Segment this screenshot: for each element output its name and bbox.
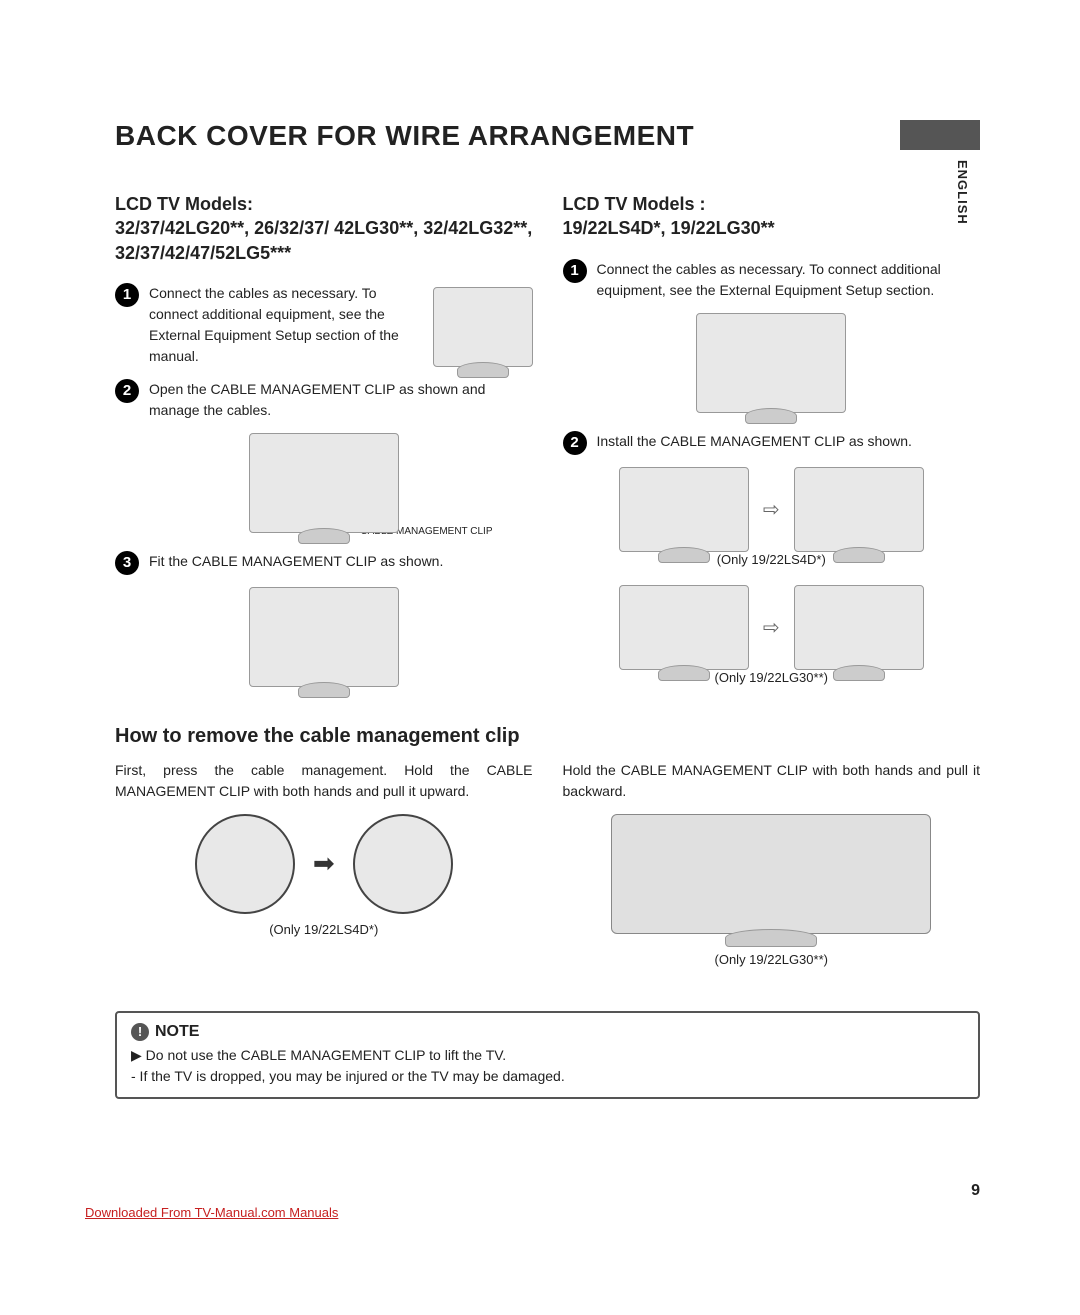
step-num-2: 2 [563, 431, 587, 455]
tv-illustration [794, 585, 924, 670]
left-step-3: 3 Fit the CABLE MANAGEMENT CLIP as shown… [115, 551, 533, 575]
model-heading-left-line2: 32/37/42LG20**, 26/32/37/ 42LG30**, 32/4… [115, 218, 532, 262]
left-column: LCD TV Models: 32/37/42LG20**, 26/32/37/… [115, 192, 533, 705]
note-icon: ! [131, 1023, 149, 1041]
right-step-2: 2 Install the CABLE MANAGEMENT CLIP as s… [563, 431, 981, 455]
right-step-2-text: Install the CABLE MANAGEMENT CLIP as sho… [597, 431, 912, 452]
removal-right-text: Hold the CABLE MANAGEMENT CLIP with both… [563, 760, 981, 802]
right-caption-2: (Only 19/22LG30**) [563, 670, 981, 685]
side-tab [900, 120, 980, 150]
model-heading-left-line1: LCD TV Models: [115, 194, 253, 214]
note-line-1: ▶ Do not use the CABLE MANAGEMENT CLIP t… [131, 1045, 964, 1066]
left-step-3-text: Fit the CABLE MANAGEMENT CLIP as shown. [149, 551, 443, 572]
language-label: ENGLISH [955, 160, 970, 225]
note-line-2: - If the TV is dropped, you may be injur… [131, 1066, 964, 1087]
model-heading-left: LCD TV Models: 32/37/42LG20**, 26/32/37/… [115, 192, 533, 265]
right-column: LCD TV Models : 19/22LS4D*, 19/22LG30** … [563, 192, 981, 705]
note-box: ! NOTE ▶ Do not use the CABLE MANAGEMENT… [115, 1011, 980, 1100]
model-heading-right-line2: 19/22LS4D*, 19/22LG30** [563, 218, 775, 238]
page-number: 9 [971, 1182, 980, 1200]
left-step-2: 2 Open the CABLE MANAGEMENT CLIP as show… [115, 379, 533, 421]
removal-left-caption: (Only 19/22LS4D*) [115, 922, 533, 937]
download-link[interactable]: Downloaded From TV-Manual.com Manuals [85, 1205, 338, 1220]
right-step-1-text: Connect the cables as necessary. To conn… [597, 259, 981, 301]
tv-illustration [696, 313, 846, 413]
removal-right-caption: (Only 19/22LG30**) [563, 952, 981, 967]
tv-illustration [794, 467, 924, 552]
removal-right-col: Hold the CABLE MANAGEMENT CLIP with both… [563, 760, 981, 985]
step-num-1: 1 [563, 259, 587, 283]
note-title-text: NOTE [155, 1023, 199, 1041]
step-num-1: 1 [115, 283, 139, 307]
detail-circle [195, 814, 295, 914]
tv-illustration [249, 587, 399, 687]
arrow-icon: ⇨ [763, 497, 780, 522]
removal-left-text: First, press the cable management. Hold … [115, 760, 533, 802]
arrow-icon: ➡ [313, 848, 335, 879]
step-num-2: 2 [115, 379, 139, 403]
right-step-1: 1 Connect the cables as necessary. To co… [563, 259, 981, 301]
left-step-1: 1 Connect the cables as necessary. To co… [115, 283, 421, 367]
tv-illustration [619, 585, 749, 670]
right-caption-1: (Only 19/22LS4D*) [563, 552, 981, 567]
page-title: BACK COVER FOR WIRE ARRANGEMENT [115, 120, 980, 152]
tv-illustration [433, 287, 533, 367]
removal-heading: How to remove the cable management clip [115, 725, 980, 748]
model-heading-right: LCD TV Models : 19/22LS4D*, 19/22LG30** [563, 192, 981, 241]
model-heading-right-line1: LCD TV Models : [563, 194, 706, 214]
removal-left-col: First, press the cable management. Hold … [115, 760, 533, 985]
left-step-2-text: Open the CABLE MANAGEMENT CLIP as shown … [149, 379, 533, 421]
left-step-1-text: Connect the cables as necessary. To conn… [149, 283, 421, 367]
tv-illustration [249, 433, 399, 533]
detail-circle [353, 814, 453, 914]
tv-illustration [619, 467, 749, 552]
step-num-3: 3 [115, 551, 139, 575]
tv-illustration-large [611, 814, 931, 934]
arrow-icon: ⇨ [763, 615, 780, 640]
